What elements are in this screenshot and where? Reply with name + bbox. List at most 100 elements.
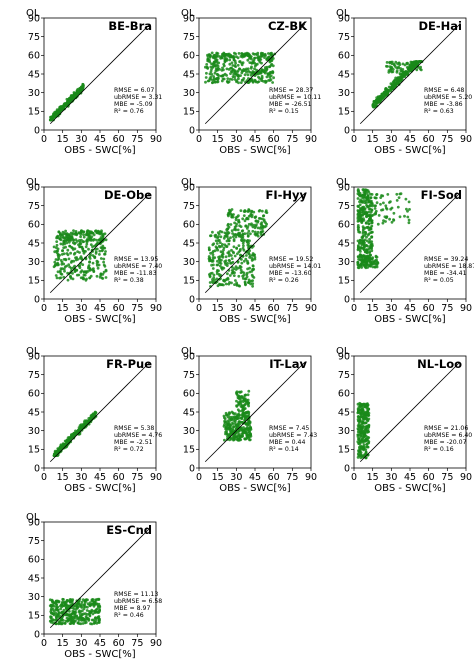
data-point-61 (85, 242, 89, 246)
data-point-326 (240, 395, 243, 399)
data-point-290 (230, 271, 234, 275)
y-tick-label: 0 (189, 125, 195, 136)
data-point-263 (84, 278, 88, 282)
data-point-113 (66, 278, 70, 282)
panel-fi-sod: OL 0 15 30 45 60 75 90 0 15 30 45 60 75 90 FI-Sod RMSE =… (336, 177, 474, 325)
data-point-353 (210, 51, 214, 55)
data-point-99 (245, 275, 249, 279)
x-tick-label: 0 (351, 472, 357, 483)
x-tick-label: 75 (131, 638, 143, 649)
stats-line: MBE = -5.09 (114, 101, 153, 108)
data-point-291 (234, 279, 237, 282)
data-point-130 (55, 243, 59, 247)
y-tick-label: 75 (28, 370, 40, 381)
data-point-296 (76, 258, 80, 261)
data-point-131 (59, 276, 63, 280)
data-point-300 (248, 80, 252, 83)
data-point-259 (356, 402, 360, 406)
x-tick-label: 45 (404, 134, 416, 145)
data-point-400 (360, 257, 364, 260)
stats-line: RMSE = 5.38 (114, 425, 154, 432)
data-point-133 (366, 413, 370, 417)
stats-line: MBE = -34.41 (424, 270, 467, 277)
data-point-234 (63, 269, 66, 273)
x-tick-label: 90 (305, 303, 317, 314)
data-point-193 (217, 258, 221, 261)
data-point-146 (216, 248, 220, 252)
data-point-318 (214, 69, 218, 73)
data-point-154 (268, 76, 272, 79)
data-point-206 (368, 237, 371, 241)
data-point-145 (61, 597, 65, 601)
data-point-249 (74, 429, 77, 433)
data-point-260 (65, 616, 69, 620)
data-point-326 (269, 78, 273, 82)
data-point-237 (366, 442, 369, 446)
data-point-242 (241, 274, 245, 278)
data-point-375 (395, 69, 399, 73)
data-point-107 (207, 246, 211, 250)
data-point-283 (394, 79, 397, 82)
data-point-294 (237, 77, 240, 81)
data-point-236 (68, 99, 72, 103)
data-point-72 (232, 245, 236, 249)
data-point-319 (253, 56, 257, 60)
data-point-246 (221, 243, 224, 246)
data-point-213 (82, 607, 86, 611)
corner-label: OL (336, 8, 350, 19)
scatter-points (371, 60, 424, 109)
y-tick-label: 60 (338, 220, 350, 231)
data-point-272 (97, 602, 101, 606)
data-point-185 (103, 264, 107, 268)
corner-label: OL (336, 346, 350, 357)
data-point-274 (232, 58, 236, 62)
x-tick-label: 15 (212, 472, 224, 483)
one-to-one-line (49, 23, 151, 125)
data-point-217 (372, 100, 376, 103)
data-point-339 (242, 77, 246, 80)
data-point-271 (221, 250, 225, 254)
data-point-282 (64, 257, 67, 261)
data-point-251 (366, 436, 370, 439)
data-point-324 (57, 611, 61, 615)
y-tick-label: 30 (338, 426, 350, 437)
data-point-141 (223, 419, 227, 423)
stats-line: ubRMSE = 6.58 (114, 598, 162, 605)
data-point-257 (68, 610, 71, 613)
data-point-273 (370, 240, 374, 244)
data-point-250 (233, 419, 236, 423)
data-point-330 (72, 619, 76, 623)
data-point-278 (79, 426, 83, 429)
data-point-278 (371, 230, 374, 234)
data-point-272 (86, 269, 90, 273)
data-point-320 (231, 235, 235, 239)
data-point-289 (382, 201, 385, 205)
data-point-419 (240, 229, 244, 233)
data-point-256 (59, 607, 63, 611)
data-point-122 (224, 255, 228, 259)
data-point-79 (101, 273, 105, 276)
data-point-236 (57, 230, 61, 234)
x-tick-label: 90 (305, 134, 317, 145)
data-point-421 (232, 213, 235, 216)
data-point-160 (359, 456, 363, 460)
panel-it-lav: OL 0 15 30 45 60 75 90 0 15 30 45 60 75 90 IT-Lav RMSE =… (181, 346, 317, 494)
data-point-389 (251, 52, 255, 55)
data-point-237 (243, 437, 247, 441)
data-point-184 (358, 445, 361, 449)
data-point-258 (359, 403, 363, 406)
data-point-169 (236, 63, 240, 67)
data-point-173 (229, 261, 232, 265)
data-point-438 (246, 210, 250, 213)
data-point-126 (356, 227, 360, 231)
data-point-149 (88, 257, 92, 260)
data-point-265 (389, 87, 392, 91)
data-point-259 (100, 246, 104, 250)
data-point-269 (366, 195, 370, 199)
data-point-189 (208, 72, 212, 76)
data-point-256 (96, 260, 100, 264)
data-point-283 (248, 61, 252, 64)
data-point-358 (401, 72, 404, 75)
y-tick-label: 60 (28, 220, 40, 231)
data-point-416 (236, 228, 240, 232)
